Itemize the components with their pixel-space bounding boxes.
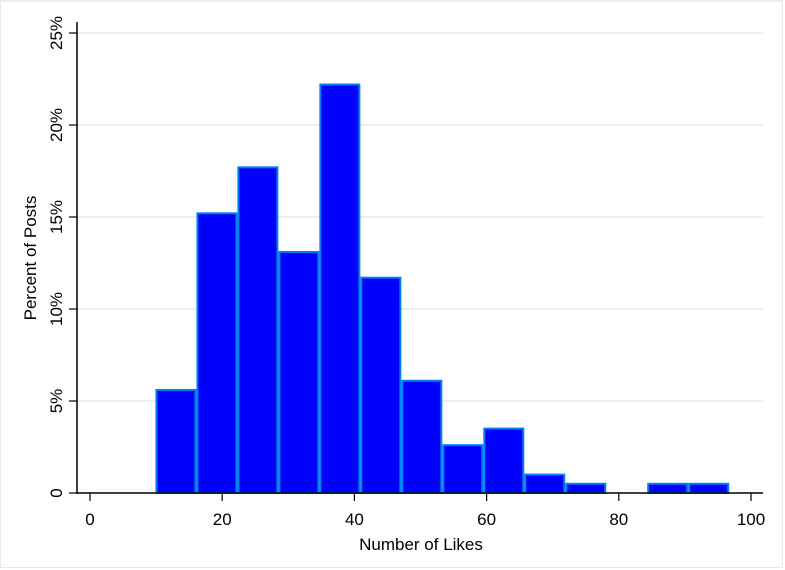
y-tick-label: 0 (47, 488, 66, 497)
histogram-bar (647, 482, 689, 494)
y-tick-label: 20% (47, 108, 66, 142)
x-tick-label: 0 (85, 510, 94, 529)
x-tick-label: 40 (345, 510, 364, 529)
x-tick-label: 60 (477, 510, 496, 529)
y-axis-ticks: 0 5% 10% 15% 20% 25% (47, 16, 77, 498)
histogram-bar (196, 212, 238, 494)
histogram-bar (524, 473, 566, 495)
y-tick-label: 5% (47, 389, 66, 414)
x-tick-label: 80 (609, 510, 628, 529)
y-tick-label: 10% (47, 292, 66, 326)
histogram-bar (155, 388, 197, 494)
histogram-bars (155, 83, 730, 495)
x-axis-ticks: 0 20 40 60 80 100 (85, 493, 765, 529)
histogram-bar (360, 276, 402, 494)
histogram-bar (237, 166, 279, 494)
y-axis-title: Percent of Posts (21, 196, 40, 321)
histogram-bar (319, 83, 361, 495)
histogram-bar (401, 379, 443, 495)
axes (76, 22, 763, 494)
x-tick-label: 100 (737, 510, 765, 529)
histogram-bar (278, 250, 320, 494)
histogram-bar (442, 444, 484, 495)
y-tick-label: 25% (47, 16, 66, 50)
histogram-bar (483, 427, 525, 495)
histogram-bar (565, 482, 607, 494)
y-tick-label: 15% (47, 200, 66, 234)
histogram-bar (688, 482, 730, 494)
gridlines (78, 32, 763, 402)
x-axis-title: Number of Likes (359, 535, 483, 554)
x-tick-label: 20 (213, 510, 232, 529)
